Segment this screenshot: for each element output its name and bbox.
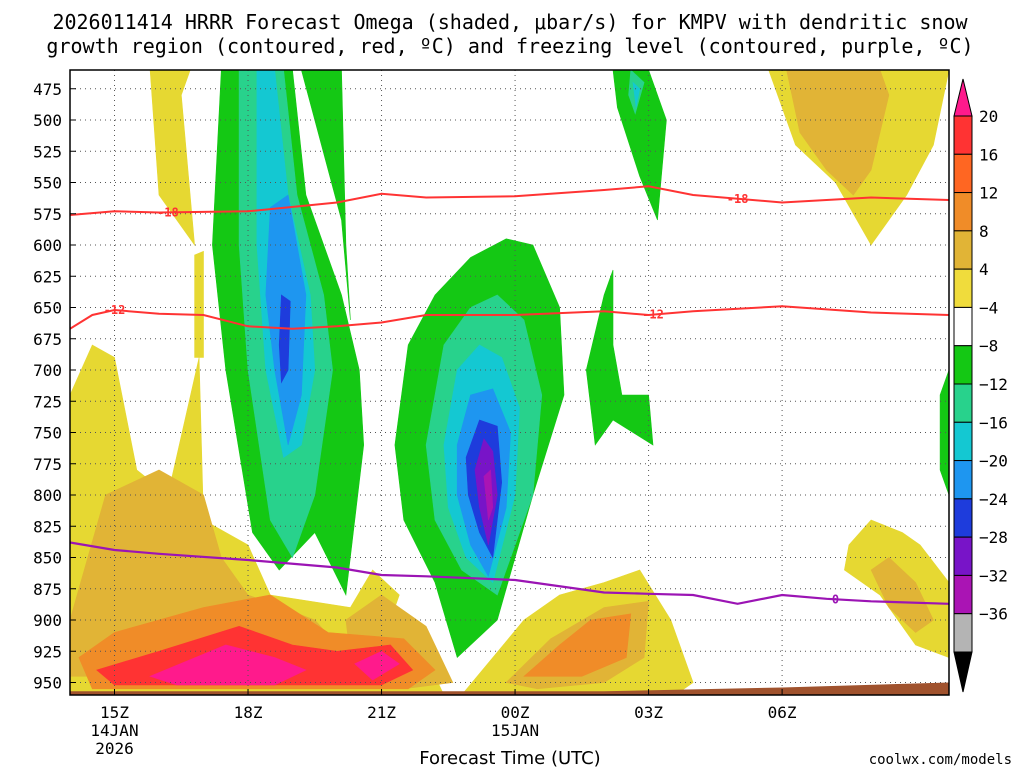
colorbar-label: 16: [979, 145, 998, 164]
x-tick-label: 21Z: [367, 703, 396, 722]
colorbar-label: 8: [979, 222, 989, 241]
colorbar-label: −32: [979, 566, 1008, 585]
omega-region-17: [301, 70, 351, 321]
omega-region-27: [632, 81, 641, 108]
y-tick-label: 725: [33, 392, 62, 411]
y-tick-label: 675: [33, 330, 62, 349]
y-tick-label: 525: [33, 142, 62, 161]
chart-title-line-1: 2026011414 HRRR Forecast Omega (shaded, …: [52, 10, 968, 34]
chart-title-line-2: growth region (contoured, red, ºC) and f…: [46, 34, 973, 58]
colorbar-swatch: [953, 230, 973, 270]
dgz-minus12-label: -12: [642, 308, 664, 322]
omega-region-20: [585, 269, 654, 446]
omega-region-19: [612, 70, 667, 221]
y-tick-label: 650: [33, 299, 62, 318]
x-tick-label: 06Z: [768, 703, 797, 722]
colorbar-label: 20: [979, 107, 998, 126]
y-tick-label: 500: [33, 111, 62, 130]
colorbar-swatch: [953, 574, 973, 615]
omega-region-2: [194, 250, 204, 358]
y-tick-label: 600: [33, 236, 62, 255]
colorbar-label: −28: [979, 528, 1008, 547]
colorbar-swatch: [953, 192, 973, 232]
colorbar-label: −36: [979, 605, 1008, 624]
colorbar-swatch: [953, 306, 973, 347]
y-tick-label: 475: [33, 80, 62, 99]
x-tick-date: 14JAN: [90, 721, 138, 740]
ground-band: [70, 682, 949, 695]
y-tick-label: 625: [33, 267, 62, 286]
y-tick-label: 850: [33, 549, 62, 568]
x-tick-label: 00Z: [501, 703, 530, 722]
colorbar-label: −16: [979, 413, 1008, 432]
x-tick-label: 15Z: [100, 703, 129, 722]
y-tick-label: 825: [33, 517, 62, 536]
y-tick-label: 700: [33, 361, 62, 380]
freezing-level-line: [70, 541, 949, 605]
dgz-minus12-line: [70, 305, 949, 330]
y-tick-label: 900: [33, 611, 62, 630]
y-tick-label: 925: [33, 642, 62, 661]
y-axis-ticks: 475 500 525 550 575 600 625 650 675 700 725 750 775 8…: [33, 80, 76, 693]
omega-region-0: [114, 70, 195, 247]
colorbar-label: 4: [979, 260, 989, 279]
contour-lines: -18 -18 -12 -12 0: [70, 185, 949, 606]
x-tick-label: 03Z: [634, 703, 663, 722]
omega-region-33: [483, 469, 494, 521]
colorbar-label: −12: [979, 375, 1008, 394]
colorbar-label: 12: [979, 184, 998, 203]
colorbar-swatch: [953, 268, 973, 308]
plot-frame: [69, 69, 950, 696]
omega-region-30: [278, 294, 291, 384]
y-tick-label: 550: [33, 174, 62, 193]
omega-region-12: [523, 613, 632, 677]
x-tick-date: 15JAN: [491, 721, 539, 740]
colorbar-label: −4: [979, 298, 998, 317]
omega-region-10: [870, 557, 934, 633]
colorbar-min-triangle: [953, 651, 973, 693]
credit-text: coolwx.com/models: [869, 752, 1012, 768]
dgz-minus18-label: -18: [157, 205, 179, 219]
colorbar-swatch: [953, 345, 973, 385]
colorbar-max-triangle: [953, 78, 973, 117]
colorbar-swatch: [953, 460, 973, 500]
dgz-minus12-label: -12: [104, 303, 126, 317]
y-tick-label: 575: [33, 205, 62, 224]
colorbar-swatch: [953, 421, 973, 462]
x-tick-year: 2026: [95, 739, 134, 758]
colorbar-label: −24: [979, 490, 1008, 509]
colorbar-swatch: [953, 536, 973, 576]
dgz-minus18-label: -18: [727, 192, 749, 206]
omega-region-6: [786, 70, 890, 196]
grid-lines: [70, 70, 949, 695]
colorbar: 20 16 12 8 4 −4 −8 −12 −16 −20 −24 −28 −32 −36: [953, 78, 1008, 693]
colorbar-label: −8: [979, 337, 998, 356]
y-tick-label: 800: [33, 486, 62, 505]
omega-region-14: [149, 644, 307, 686]
freezing-level-label: 0: [832, 592, 839, 606]
dgz-minus18-line: [70, 185, 949, 216]
x-axis-title: Forecast Time (UTC): [419, 748, 600, 768]
y-tick-label: 875: [33, 580, 62, 599]
colorbar-swatch: [953, 498, 973, 538]
omega-shading: [70, 70, 949, 695]
x-tick-label: 18Z: [234, 703, 263, 722]
y-tick-label: 950: [33, 674, 62, 693]
colorbar-label: −20: [979, 452, 1008, 471]
y-tick-label: 750: [33, 424, 62, 443]
colorbar-swatch: [953, 115, 973, 155]
omega-region-15: [354, 650, 400, 681]
y-tick-label: 775: [33, 455, 62, 474]
omega-region-21: [939, 369, 949, 496]
colorbar-swatch: [953, 153, 973, 194]
colorbar-swatch: [953, 383, 973, 423]
colorbar-swatch: [953, 613, 973, 653]
